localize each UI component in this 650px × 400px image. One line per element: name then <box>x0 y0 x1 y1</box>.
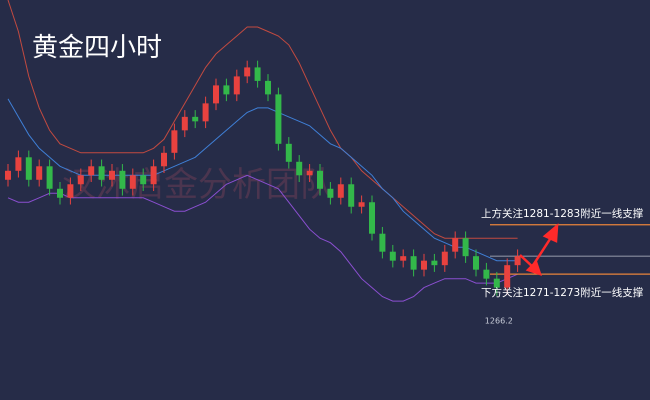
candle-body <box>421 260 427 270</box>
candle-body <box>171 130 178 153</box>
candle-body <box>5 170 11 180</box>
candle-body <box>223 85 230 95</box>
candle-body <box>504 265 511 288</box>
candle-body <box>265 80 271 95</box>
candle-body <box>369 202 375 234</box>
candle-body <box>67 184 74 198</box>
candle-body <box>202 103 209 122</box>
candle-body <box>462 238 469 257</box>
candle-body <box>254 67 261 81</box>
candle-body <box>46 166 53 189</box>
candle-body <box>473 256 479 270</box>
candle-body <box>379 233 386 252</box>
candle-body <box>150 166 157 185</box>
candle-body <box>317 170 323 189</box>
candle-body <box>57 188 63 198</box>
candle-body <box>119 170 126 189</box>
candle-body <box>244 67 251 77</box>
candle-body <box>410 256 417 270</box>
candle-body <box>77 175 84 185</box>
chart-title: 黄金四小时 <box>32 33 162 63</box>
band-line <box>7 174 518 302</box>
candle-body <box>36 166 43 180</box>
candle-body <box>389 251 396 261</box>
arrows <box>519 223 559 276</box>
candle-body <box>15 157 22 171</box>
low-label: 1266.2 <box>485 317 513 326</box>
candle-body <box>306 170 313 176</box>
candle-body <box>327 188 334 198</box>
candle-body <box>441 251 448 266</box>
candle-body <box>483 269 490 279</box>
arrow-head <box>525 259 542 276</box>
candle-body <box>88 166 95 176</box>
band-line <box>7 0 518 239</box>
candle-body <box>275 94 282 144</box>
annotation: 下方关注1271-1273附近一线支撑 <box>481 286 644 299</box>
band-line <box>7 98 518 262</box>
candle-body <box>348 184 355 207</box>
candle-body <box>129 175 136 189</box>
candle-body <box>161 152 167 167</box>
candle-body <box>400 256 407 261</box>
candle-body <box>337 184 344 198</box>
candle-body <box>358 202 365 207</box>
candle-body <box>285 143 292 162</box>
plot: 1266.2 <box>5 0 650 326</box>
candle-body <box>431 260 438 266</box>
candle-body <box>296 161 303 176</box>
annotation: 上方关注1281-1283附近一线支撑 <box>481 207 644 220</box>
candle-body <box>213 85 219 104</box>
candle-body <box>181 116 188 131</box>
candle-body <box>514 256 521 266</box>
candle-body <box>452 238 459 252</box>
candle-body <box>233 76 240 95</box>
candle-body <box>192 116 199 122</box>
watermark: 汉沐启金分析团队 <box>62 165 334 205</box>
candle-body <box>493 278 500 288</box>
candle-body <box>98 166 105 180</box>
candle-body <box>109 170 115 180</box>
candle-body <box>25 157 32 180</box>
candle-body <box>140 175 147 185</box>
arrow-head <box>542 223 559 243</box>
